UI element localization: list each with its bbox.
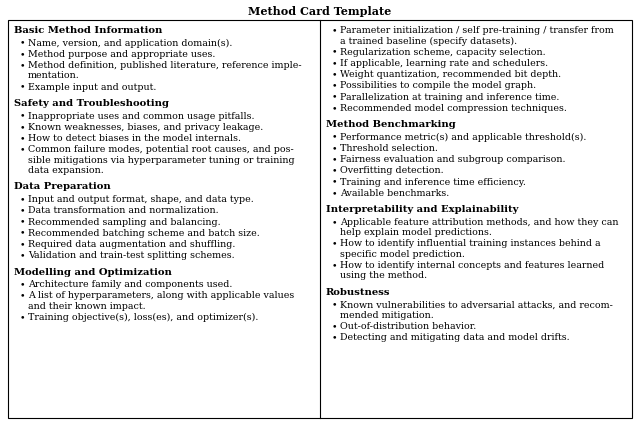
Text: •: • (332, 92, 337, 102)
Text: Detecting and mitigating data and model drifts.: Detecting and mitigating data and model … (340, 333, 570, 342)
Text: •: • (332, 189, 337, 198)
Text: Method Benchmarking: Method Benchmarking (326, 120, 456, 129)
Text: Safety and Troubleshooting: Safety and Troubleshooting (14, 99, 169, 108)
Text: specific model prediction.: specific model prediction. (340, 250, 465, 259)
Text: •: • (332, 26, 337, 35)
Text: Training objective(s), loss(es), and optimizer(s).: Training objective(s), loss(es), and opt… (28, 313, 259, 322)
Text: •: • (20, 145, 26, 154)
Text: mended mitigation.: mended mitigation. (340, 311, 434, 320)
Text: Applicable feature attribution methods, and how they can: Applicable feature attribution methods, … (340, 218, 618, 227)
Text: •: • (332, 47, 337, 57)
Text: •: • (332, 104, 337, 113)
Text: •: • (20, 229, 26, 238)
Text: •: • (332, 178, 337, 187)
Text: Example input and output.: Example input and output. (28, 83, 156, 92)
Text: and their known impact.: and their known impact. (28, 302, 146, 311)
Text: •: • (332, 261, 337, 270)
Text: •: • (20, 218, 26, 226)
Text: •: • (20, 50, 26, 59)
Text: Inappropriate uses and common usage pitfalls.: Inappropriate uses and common usage pitf… (28, 112, 255, 120)
Text: Name, version, and application domain(s).: Name, version, and application domain(s)… (28, 39, 232, 48)
Text: Recommended batching scheme and batch size.: Recommended batching scheme and batch si… (28, 229, 260, 238)
Text: Weight quantization, recommended bit depth.: Weight quantization, recommended bit dep… (340, 70, 561, 79)
Text: mentation.: mentation. (28, 72, 80, 81)
Text: Parallelization at training and inference time.: Parallelization at training and inferenc… (340, 92, 559, 102)
Text: Out-of-distribution behavior.: Out-of-distribution behavior. (340, 322, 476, 331)
Text: •: • (332, 81, 337, 90)
Text: •: • (20, 291, 26, 300)
Text: •: • (332, 333, 337, 342)
Text: •: • (332, 218, 337, 227)
Text: Basic Method Information: Basic Method Information (14, 26, 163, 35)
Text: Regularization scheme, capacity selection.: Regularization scheme, capacity selectio… (340, 47, 546, 57)
Text: •: • (20, 240, 26, 249)
Text: Modelling and Optimization: Modelling and Optimization (14, 268, 172, 276)
Text: •: • (332, 300, 337, 310)
Text: Available benchmarks.: Available benchmarks. (340, 189, 449, 198)
Text: data expansion.: data expansion. (28, 166, 104, 175)
Text: Method definition, published literature, reference imple-: Method definition, published literature,… (28, 61, 301, 70)
Text: Overfitting detection.: Overfitting detection. (340, 167, 444, 176)
Text: •: • (20, 280, 26, 289)
Text: •: • (332, 133, 337, 142)
Text: A list of hyperparameters, along with applicable values: A list of hyperparameters, along with ap… (28, 291, 294, 300)
Text: •: • (20, 134, 26, 143)
Text: Interpretability and Explainability: Interpretability and Explainability (326, 205, 518, 214)
Text: •: • (332, 144, 337, 153)
Text: Data Preparation: Data Preparation (14, 182, 111, 191)
Text: Robustness: Robustness (326, 288, 390, 297)
Text: •: • (20, 206, 26, 215)
Text: Threshold selection.: Threshold selection. (340, 144, 438, 153)
Text: help explain model predictions.: help explain model predictions. (340, 228, 492, 237)
Text: Required data augmentation and shuffling.: Required data augmentation and shuffling… (28, 240, 236, 249)
Text: Recommended model compression techniques.: Recommended model compression techniques… (340, 104, 567, 113)
Text: Possibilities to compile the model graph.: Possibilities to compile the model graph… (340, 81, 536, 90)
Text: If applicable, learning rate and schedulers.: If applicable, learning rate and schedul… (340, 59, 548, 68)
Text: Method Card Template: Method Card Template (248, 6, 392, 17)
Text: Parameter initialization / self pre-training / transfer from: Parameter initialization / self pre-trai… (340, 26, 614, 35)
Text: •: • (20, 251, 26, 260)
Text: sible mitigations via hyperparameter tuning or training: sible mitigations via hyperparameter tun… (28, 156, 294, 165)
Text: Known vulnerabilities to adversarial attacks, and recom-: Known vulnerabilities to adversarial att… (340, 300, 613, 310)
Text: Validation and train-test splitting schemes.: Validation and train-test splitting sche… (28, 251, 235, 260)
Text: •: • (20, 112, 26, 120)
Text: •: • (332, 322, 337, 331)
Text: Known weaknesses, biases, and privacy leakage.: Known weaknesses, biases, and privacy le… (28, 123, 263, 132)
Text: Architecture family and components used.: Architecture family and components used. (28, 280, 232, 289)
Text: How to identify influential training instances behind a: How to identify influential training ins… (340, 240, 600, 248)
Text: Input and output format, shape, and data type.: Input and output format, shape, and data… (28, 195, 253, 204)
Text: using the method.: using the method. (340, 271, 427, 280)
Text: Training and inference time efficiency.: Training and inference time efficiency. (340, 178, 526, 187)
Text: Performance metric(s) and applicable threshold(s).: Performance metric(s) and applicable thr… (340, 133, 586, 142)
Text: Common failure modes, potential root causes, and pos-: Common failure modes, potential root cau… (28, 145, 294, 154)
Text: How to identify internal concepts and features learned: How to identify internal concepts and fe… (340, 261, 604, 270)
Text: •: • (20, 39, 26, 47)
Text: •: • (332, 155, 337, 164)
Text: •: • (332, 240, 337, 248)
Text: Recommended sampling and balancing.: Recommended sampling and balancing. (28, 218, 221, 226)
Text: •: • (20, 313, 26, 322)
Text: •: • (20, 123, 26, 132)
Text: a trained baseline (specify datasets).: a trained baseline (specify datasets). (340, 36, 517, 45)
Text: •: • (332, 167, 337, 176)
Text: How to detect biases in the model internals.: How to detect biases in the model intern… (28, 134, 241, 143)
Text: Fairness evaluation and subgroup comparison.: Fairness evaluation and subgroup compari… (340, 155, 566, 164)
Text: Method purpose and appropriate uses.: Method purpose and appropriate uses. (28, 50, 216, 59)
Text: Data transformation and normalization.: Data transformation and normalization. (28, 206, 219, 215)
Text: •: • (20, 195, 26, 204)
Text: •: • (20, 61, 26, 70)
Text: •: • (332, 59, 337, 68)
Text: •: • (20, 83, 26, 92)
Text: •: • (332, 70, 337, 79)
